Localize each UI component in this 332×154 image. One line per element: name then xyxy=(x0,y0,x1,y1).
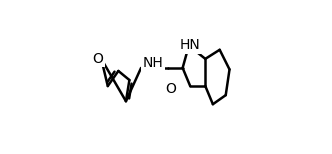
Text: HN: HN xyxy=(180,38,201,52)
Text: NH: NH xyxy=(143,56,164,70)
Text: O: O xyxy=(93,52,103,66)
Text: O: O xyxy=(165,82,176,96)
